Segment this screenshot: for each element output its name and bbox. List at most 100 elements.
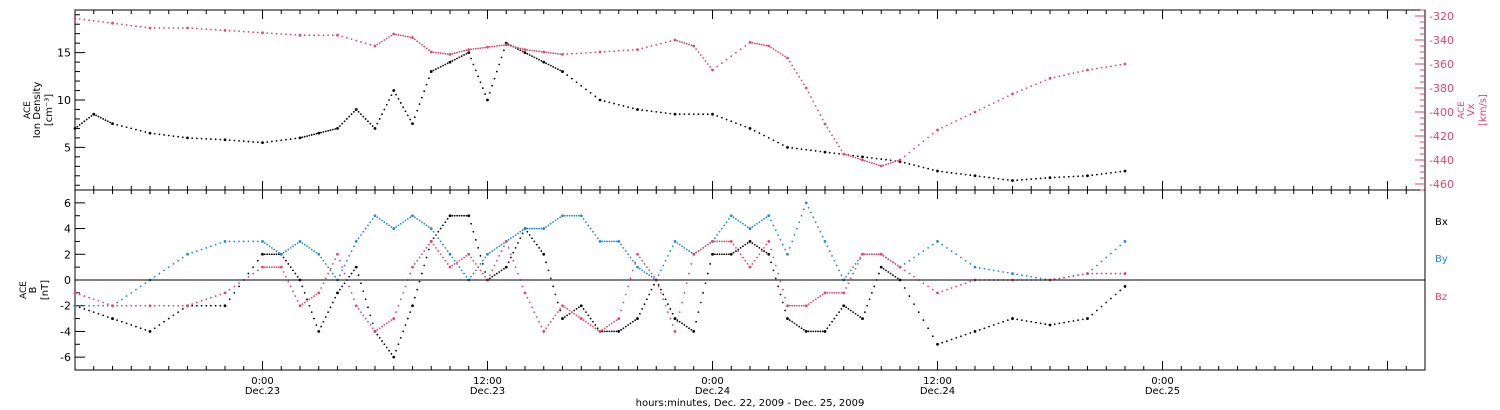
point-density [631, 107, 634, 110]
point-bx [814, 330, 817, 333]
point-vx [786, 56, 789, 60]
point-bx [493, 274, 496, 277]
point-by [988, 268, 990, 271]
point-bx [1110, 297, 1112, 300]
point-density [922, 166, 925, 169]
point-vx [1119, 63, 1122, 66]
point-density [357, 110, 360, 113]
point-vx [266, 32, 269, 34]
point-bx [383, 343, 386, 346]
point-bx [763, 250, 765, 252]
point-vx [223, 29, 227, 32]
point-density [320, 131, 322, 134]
point-bx [465, 214, 468, 217]
point-bz [772, 256, 775, 259]
point-bz [392, 317, 396, 320]
point-density [744, 125, 747, 128]
point-by [758, 221, 761, 224]
point-bx [1119, 289, 1122, 292]
point-bz [223, 291, 227, 295]
point-density [1072, 175, 1075, 178]
point-vx [603, 50, 606, 53]
point-bx [233, 291, 236, 294]
point-by [636, 265, 639, 269]
point-vx [406, 35, 409, 38]
point-bx [446, 218, 449, 220]
point-bx [695, 320, 697, 323]
x-tick-time-label: 12:00 [473, 376, 502, 387]
bottom-left-ylabel-line1: ACE [19, 281, 29, 299]
series-vx [73, 17, 1127, 168]
point-bz [704, 245, 707, 248]
point-vx [885, 163, 887, 166]
point-bx [810, 330, 812, 333]
point-by [983, 267, 986, 270]
point-vx [1091, 68, 1094, 71]
point-by [908, 259, 911, 262]
point-bx [1072, 320, 1075, 322]
point-bx [788, 319, 791, 322]
point-bx [172, 314, 175, 317]
point-bx [657, 283, 660, 286]
point-density [983, 176, 986, 178]
point-vx [1058, 75, 1061, 78]
x-tick-date-label: Dec.25 [1145, 386, 1180, 397]
point-bz [887, 258, 890, 261]
point-by [856, 259, 859, 262]
point-by [767, 214, 771, 218]
point-bz [210, 296, 212, 299]
point-density [435, 68, 437, 71]
point-vx [167, 27, 170, 29]
point-density [678, 113, 681, 116]
point-by [852, 266, 855, 269]
point-by [678, 243, 681, 246]
point-bx [369, 314, 372, 317]
point-vx [195, 27, 198, 30]
point-bz [746, 263, 749, 265]
point-density [329, 129, 332, 132]
point-by [331, 272, 334, 275]
point-bx [484, 271, 487, 273]
point-vx [470, 48, 472, 51]
point-density [823, 150, 827, 154]
point-vx [833, 138, 836, 140]
point-density [547, 63, 550, 66]
point-vx [381, 40, 383, 43]
point-by [575, 214, 578, 217]
point-vx [730, 55, 733, 58]
point-density [1100, 173, 1103, 175]
point-by [615, 240, 618, 243]
point-bz [852, 272, 855, 275]
top-left-tick-label: 15 [57, 47, 71, 60]
point-by [978, 267, 981, 269]
point-bx [803, 328, 805, 331]
point-bx [631, 320, 634, 323]
point-bx [512, 251, 515, 254]
point-density [153, 132, 156, 135]
point-density [739, 123, 742, 126]
point-density [1077, 175, 1080, 178]
point-density [425, 83, 428, 86]
point-by [807, 206, 810, 209]
point-bz [945, 288, 948, 291]
point-by [418, 219, 421, 222]
point-bz [936, 291, 939, 295]
point-vx [898, 158, 902, 162]
point-vx [859, 158, 862, 161]
point-by [432, 230, 435, 233]
point-bx [870, 291, 873, 294]
point-bz [348, 285, 351, 288]
point-vx [341, 35, 344, 38]
point-by [960, 256, 962, 259]
point-vx [1072, 72, 1075, 75]
point-bz [331, 263, 334, 265]
point-bx [139, 327, 142, 330]
point-vx [500, 44, 503, 47]
point-vx [969, 113, 972, 116]
point-density [1011, 179, 1014, 182]
point-bz [364, 317, 367, 320]
point-bx [685, 325, 688, 328]
point-by [629, 256, 632, 259]
point-by [191, 251, 194, 254]
point-density [1081, 175, 1084, 177]
